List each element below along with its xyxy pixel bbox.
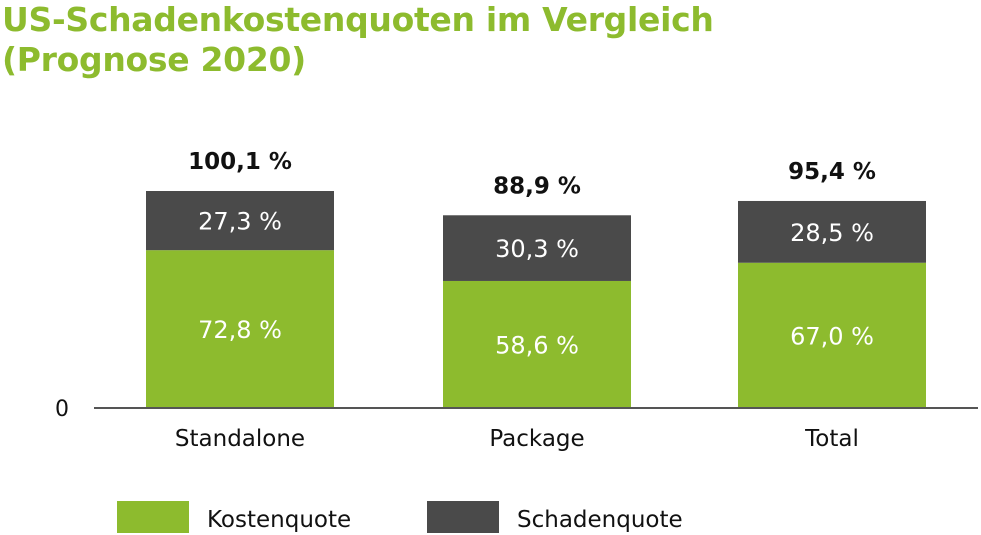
x-tick-label-package: Package — [489, 426, 584, 452]
x-tick-label-standalone: Standalone — [175, 426, 305, 452]
bar-schadenquote-total — [738, 200, 926, 263]
data-label-schadenquote-standalone: 27,3 % — [198, 208, 282, 236]
legend-swatch-kostenquote — [117, 501, 189, 533]
legend-swatch-schadenquote — [427, 501, 499, 533]
bar-kostenquote-total — [738, 262, 926, 408]
bar-schadenquote-package — [443, 215, 631, 281]
chart-title-line2: (Prognose 2020) — [2, 40, 306, 79]
total-label-package: 88,9 % — [493, 173, 581, 199]
bar-kostenquote-standalone — [146, 250, 334, 408]
legend-label-schadenquote: Schadenquote — [517, 507, 683, 533]
bar-kostenquote-package — [443, 280, 631, 408]
total-label-standalone: 100,1 % — [188, 149, 292, 175]
legend-label-kostenquote: Kostenquote — [207, 507, 351, 533]
chart-title-line1: US-Schadenkostenquoten im Vergleich — [2, 0, 714, 39]
data-label-kostenquote-total: 67,0 % — [790, 322, 874, 350]
y-axis-zero-label: 0 — [55, 397, 69, 422]
total-label-total: 95,4 % — [788, 159, 876, 185]
data-label-kostenquote-standalone: 72,8 % — [198, 316, 282, 344]
data-label-schadenquote-package: 30,3 % — [495, 235, 579, 263]
chart-title: US-Schadenkostenquoten im Vergleich (Pro… — [2, 0, 714, 80]
x-tick-label-total: Total — [804, 426, 859, 452]
data-label-kostenquote-package: 58,6 % — [495, 331, 579, 359]
bar-schadenquote-standalone — [146, 191, 334, 251]
data-label-schadenquote-total: 28,5 % — [790, 219, 874, 247]
